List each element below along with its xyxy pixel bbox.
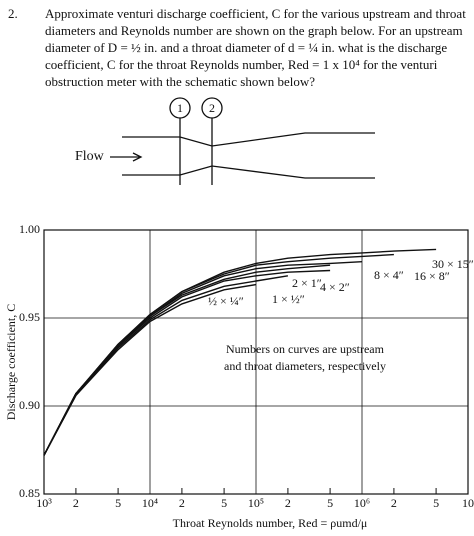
x-tick-label: 5 [433, 496, 439, 510]
curve [43, 275, 289, 456]
curve-label: 8 × 4″ [374, 268, 404, 282]
station-label: 2 [209, 101, 215, 115]
curve-label: 4 × 2″ [320, 280, 350, 294]
curve-label: 1 × ½″ [272, 292, 305, 306]
curve [43, 248, 437, 456]
problem-line: diameters and Reynolds number are shown … [45, 23, 463, 38]
x-tick-label: 10⁵ [248, 496, 264, 510]
x-tick-label: 10⁴ [142, 496, 158, 510]
annotation: Numbers on curves are upstream [226, 342, 385, 356]
x-tick-label: 10³ [36, 496, 52, 510]
flow-label: Flow [75, 149, 105, 164]
curve-label: ½ × ¼″ [208, 294, 244, 308]
x-tick-label: 10⁶ [354, 496, 370, 510]
x-tick-label: 2 [73, 496, 79, 510]
curve-label: 16 × 8″ [414, 269, 450, 283]
x-tick-label: 2 [285, 496, 291, 510]
y-tick-label: 1.00 [19, 222, 40, 236]
x-tick-label: 10 [462, 496, 474, 510]
x-tick-label: 2 [391, 496, 397, 510]
y-tick-label: 0.95 [19, 310, 40, 324]
flow-arrowhead [132, 152, 143, 162]
x-axis-label: Throat Reynolds number, Red = ρumd/μ [173, 516, 368, 530]
y-tick-label: 0.90 [19, 398, 40, 412]
x-tick-label: 5 [115, 496, 121, 510]
station-label: 1 [177, 101, 183, 115]
problem-number: 2. [8, 6, 18, 21]
problem-line: diameter of D = ½ in. and a throat diame… [45, 40, 447, 55]
curve-label: 30 × 15″ [432, 257, 474, 271]
x-tick-label: 5 [221, 496, 227, 510]
x-tick-label: 5 [327, 496, 333, 510]
curve-label: 2 × 1″ [292, 276, 322, 290]
y-axis-label: Discharge coefficient, C [4, 304, 18, 421]
problem-line: obstruction meter with the schematic sho… [45, 74, 315, 89]
problem-line: coefficient, C for the throat Reynolds n… [45, 57, 438, 72]
schematic [110, 97, 375, 185]
upper-wall [122, 132, 375, 147]
x-tick-label: 2 [179, 496, 185, 510]
lower-wall [122, 165, 375, 179]
annotation: and throat diameters, respectively [224, 359, 386, 373]
problem-line: Approximate venturi discharge coefficien… [45, 6, 466, 21]
y-tick-label: 0.85 [19, 486, 40, 500]
